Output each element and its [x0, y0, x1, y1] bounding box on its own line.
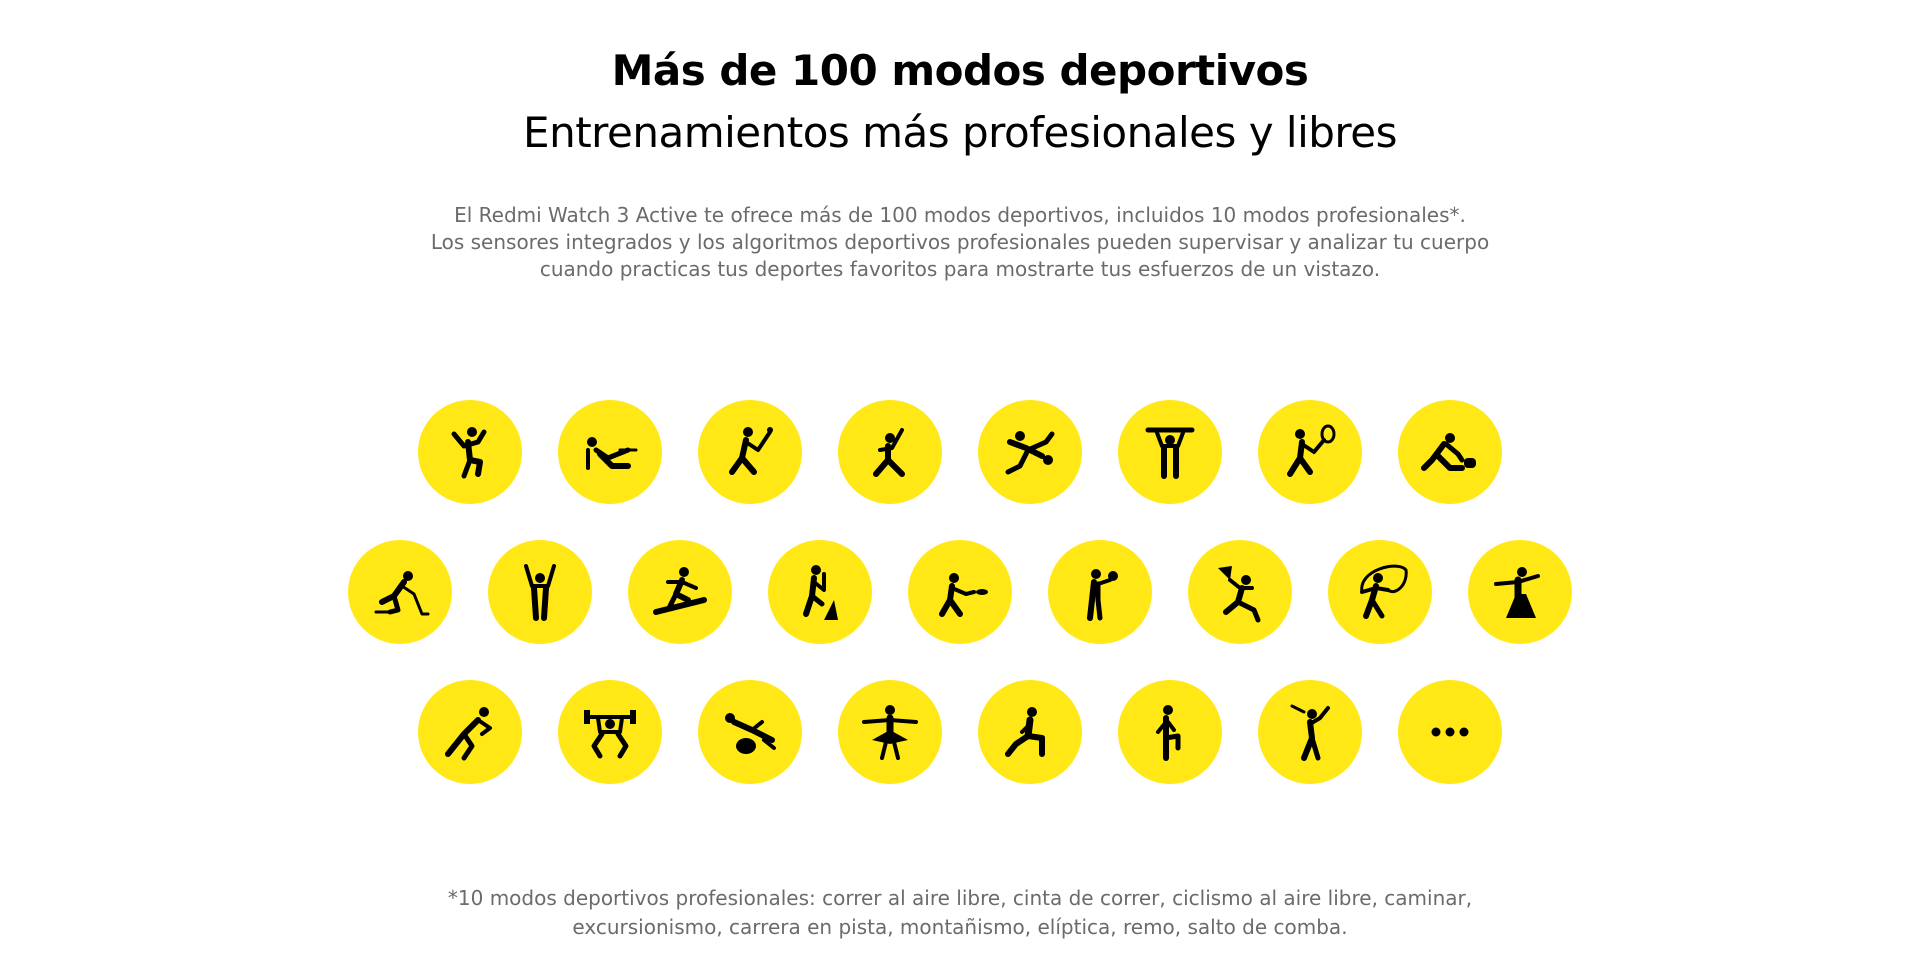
snowboard-icon: [628, 540, 732, 644]
sport-modes-grid: [0, 400, 1920, 790]
pilates-icon: [698, 680, 802, 784]
cricket-icon: [698, 400, 802, 504]
kite-icon: [1188, 540, 1292, 644]
feature-description: El Redmi Watch 3 Active te ofrece más de…: [360, 202, 1560, 283]
squash-icon: [1258, 400, 1362, 504]
frisbee-icon: [908, 540, 1012, 644]
sport-icons-row: [0, 400, 1920, 506]
page-subtitle: Entrenamientos más profesionales y libre…: [523, 108, 1397, 157]
footnote-line: *10 modos deportivos profesionales: corr…: [447, 886, 1473, 910]
jump-rope-icon: [1328, 540, 1432, 644]
ice-hockey-icon: [348, 540, 452, 644]
ballroom-dance-icon: [1468, 540, 1572, 644]
rowing-machine-icon: [558, 400, 662, 504]
gymnastics-icon: [488, 540, 592, 644]
climbing-icon: [768, 540, 872, 644]
sport-icons-row: [0, 680, 1920, 786]
lunge-icon: [978, 680, 1082, 784]
more-dots-icon: [1398, 680, 1502, 784]
description-line: cuando practicas tus deportes favoritos …: [539, 257, 1381, 281]
sport-icons-row: [0, 540, 1920, 646]
description-line: El Redmi Watch 3 Active te ofrece más de…: [454, 203, 1466, 227]
boxing-icon: [1048, 540, 1152, 644]
golf-icon: [1258, 680, 1362, 784]
dance-icon: [418, 400, 522, 504]
baseball-icon: [838, 400, 942, 504]
footnote-line: excursionismo, carrera en pista, montañi…: [572, 915, 1348, 939]
strength-training-icon: [558, 680, 662, 784]
weightlifting-icon: [1118, 400, 1222, 504]
description-line: Los sensores integrados y los algoritmos…: [430, 230, 1490, 254]
curling-icon: [1398, 400, 1502, 504]
ballet-icon: [838, 680, 942, 784]
running-icon: [418, 680, 522, 784]
bowling-icon: [978, 400, 1082, 504]
page-title: Más de 100 modos deportivos: [611, 46, 1309, 95]
footnote: *10 modos deportivos profesionales: corr…: [360, 884, 1560, 942]
stepper-icon: [1118, 680, 1222, 784]
